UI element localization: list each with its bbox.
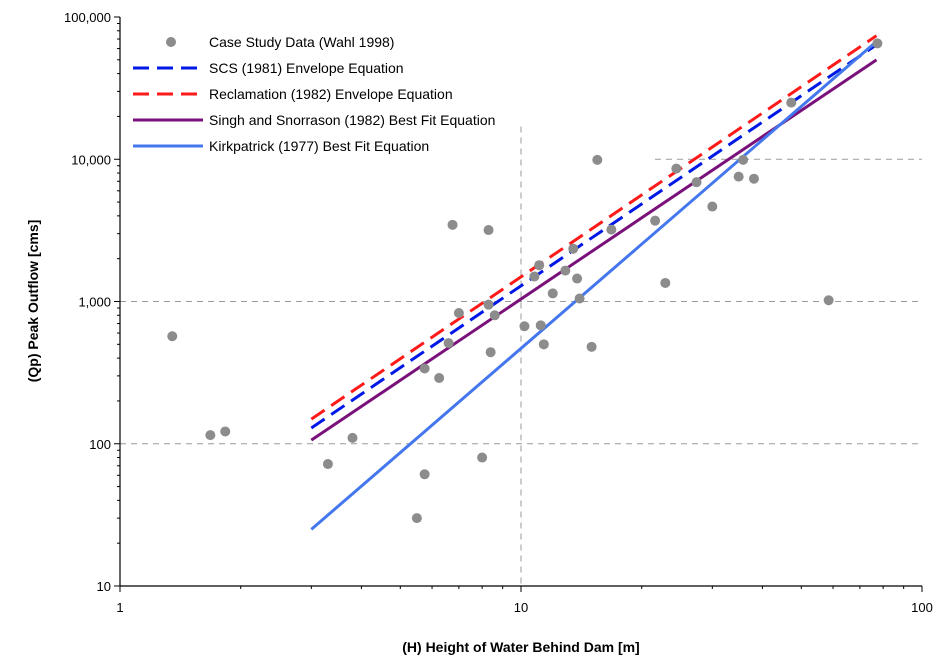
y-tick-label: 100 xyxy=(89,437,111,452)
series-line xyxy=(310,40,878,531)
legend-label: Singh and Snorrason (1982) Best Fit Equa… xyxy=(209,112,495,128)
data-point xyxy=(650,215,661,226)
legend-marker xyxy=(166,37,176,47)
data-point xyxy=(519,321,530,332)
data-point xyxy=(660,277,671,288)
data-point xyxy=(411,513,422,524)
series-lines xyxy=(310,34,878,531)
data-point xyxy=(560,265,571,276)
y-tick-label: 10,000 xyxy=(71,152,111,167)
data-point xyxy=(592,154,603,165)
data-point xyxy=(872,38,883,49)
data-point xyxy=(823,295,834,306)
tick-labels: 1 10 100 10 100 1,000 10,000 100,000 xyxy=(64,10,933,615)
data-point xyxy=(547,288,558,299)
data-point xyxy=(447,219,458,230)
x-tick-label: 10 xyxy=(514,600,528,615)
data-point xyxy=(538,339,549,350)
data-point xyxy=(453,308,464,319)
series-line xyxy=(310,43,878,430)
series-line xyxy=(310,34,878,421)
data-point xyxy=(733,171,744,182)
data-point xyxy=(606,224,617,235)
legend-label: SCS (1981) Envelope Equation xyxy=(209,60,404,76)
data-point xyxy=(534,260,545,271)
data-point xyxy=(738,154,749,165)
data-point xyxy=(671,163,682,174)
data-point xyxy=(483,299,494,310)
y-tick-label: 1,000 xyxy=(78,295,111,310)
data-point xyxy=(707,201,718,212)
data-point xyxy=(347,432,358,443)
legend-label: Reclamation (1982) Envelope Equation xyxy=(209,86,453,102)
data-point xyxy=(419,469,430,480)
data-point xyxy=(419,363,430,374)
y-axis-title: (Qp) Peak Outflow [cms] xyxy=(25,220,41,383)
data-point xyxy=(786,97,797,108)
data-point xyxy=(535,320,546,331)
data-point xyxy=(477,452,488,463)
grid-lines xyxy=(120,126,922,586)
legend-label: Kirkpatrick (1977) Best Fit Equation xyxy=(209,138,429,154)
data-point xyxy=(568,243,579,254)
data-point xyxy=(691,177,702,188)
x-tick-label: 100 xyxy=(911,600,933,615)
data-point xyxy=(489,310,500,321)
data-point xyxy=(485,347,496,358)
data-point xyxy=(434,372,445,383)
data-point xyxy=(586,341,597,352)
data-point xyxy=(443,338,454,349)
data-point xyxy=(572,273,583,284)
data-point xyxy=(748,173,759,184)
data-point xyxy=(483,225,494,236)
data-point xyxy=(167,331,178,342)
y-tick-label: 100,000 xyxy=(64,10,111,25)
axes xyxy=(114,16,923,592)
legend-label: Case Study Data (Wahl 1998) xyxy=(209,34,394,50)
data-point xyxy=(205,430,216,441)
data-points xyxy=(167,38,883,524)
x-axis-title: (H) Height of Water Behind Dam [m] xyxy=(402,639,639,655)
data-point xyxy=(322,459,333,470)
x-tick-label: 1 xyxy=(116,600,123,615)
data-point xyxy=(220,426,231,437)
data-point xyxy=(574,293,585,304)
legend: Case Study Data (Wahl 1998) SCS (1981) En… xyxy=(133,34,495,154)
data-point xyxy=(529,271,540,282)
y-tick-label: 10 xyxy=(97,579,111,594)
